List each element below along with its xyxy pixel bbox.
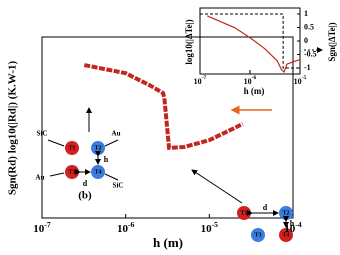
annotation: Au [36, 174, 45, 182]
data-line [207, 15, 301, 74]
x-tick-label: 10-6 [117, 220, 135, 235]
inset-x-label: h (m) [244, 86, 265, 96]
annotation: T3 [254, 232, 261, 238]
inset-y2-label: Sgn(|ΔTe|) [327, 22, 337, 61]
inset-y-label: log10(|ΔTe|) [184, 19, 194, 64]
y2-tick-label: 0.5 [304, 22, 314, 31]
annotation: T1 [240, 210, 247, 216]
inset-frame [199, 7, 301, 75]
annotation: T2 [282, 210, 289, 216]
diagram-left [47, 107, 119, 181]
annotation: T4 [282, 232, 289, 238]
x-tick-label: 10-7 [194, 75, 207, 86]
annotation: T3 [68, 169, 75, 175]
annotation: SiC [37, 130, 48, 138]
y2-tick-label: -0.5 [304, 49, 317, 58]
annotation: (b) [78, 190, 92, 202]
diagram-right [191, 169, 293, 242]
annotation: d [263, 203, 268, 212]
data-line [200, 13, 300, 69]
y2-tick-label: 0 [304, 36, 308, 45]
annotation: T1 [68, 145, 75, 151]
y2-tick-label: 1 [304, 9, 308, 18]
main-frame [41, 36, 294, 219]
y-axis-label: Sgn(Rd) log10(|Rd|) (K.W-1) [7, 61, 19, 196]
annotation: h [290, 219, 295, 228]
annotation: T2 [94, 145, 101, 151]
annotation: T4 [94, 169, 101, 175]
x-axis-label: h (m) [153, 235, 183, 250]
x-tick-label: 10-4 [284, 220, 302, 235]
annotation: h [104, 155, 109, 164]
x-tick-label: 10-5 [201, 220, 219, 235]
x-tick-label: 10-7 [33, 220, 51, 235]
x-tick-label: 10-6 [244, 75, 257, 86]
annotation: d [83, 179, 88, 188]
annotation: Au [112, 130, 121, 138]
data-line [83, 63, 244, 150]
annotation: SiC [113, 182, 124, 190]
x-tick-label: 10-5 [294, 75, 307, 86]
y2-tick-label: -1 [304, 63, 311, 72]
